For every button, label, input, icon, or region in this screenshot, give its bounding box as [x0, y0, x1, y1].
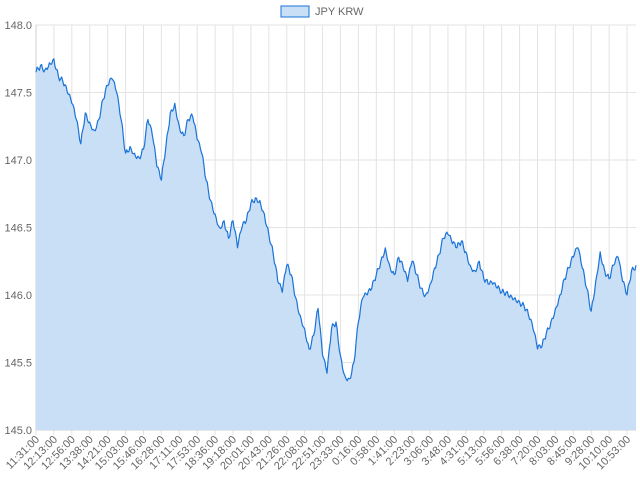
y-tick-label: 146.0	[4, 290, 32, 302]
y-tick-label: 147.0	[4, 155, 32, 167]
y-tick-label: 145.5	[4, 358, 32, 370]
y-tick-label: 147.5	[4, 88, 32, 100]
y-tick-label: 148.0	[4, 20, 32, 32]
y-axis-ticks: 145.0 145.5 146.0 146.5 147.0 147.5 148.0	[4, 20, 32, 437]
legend[interactable]: JPY KRW	[280, 5, 364, 18]
y-tick-label: 146.5	[4, 223, 32, 235]
legend-swatch[interactable]	[280, 5, 310, 18]
x-axis-ticks: 11:31:0012:13:0012:56:0013:38:0014:21:00…	[4, 434, 633, 473]
series-line	[35, 58, 637, 382]
series-area-fill	[36, 58, 636, 431]
y-tick-label: 145.0	[4, 425, 32, 437]
legend-label[interactable]: JPY KRW	[315, 6, 364, 18]
